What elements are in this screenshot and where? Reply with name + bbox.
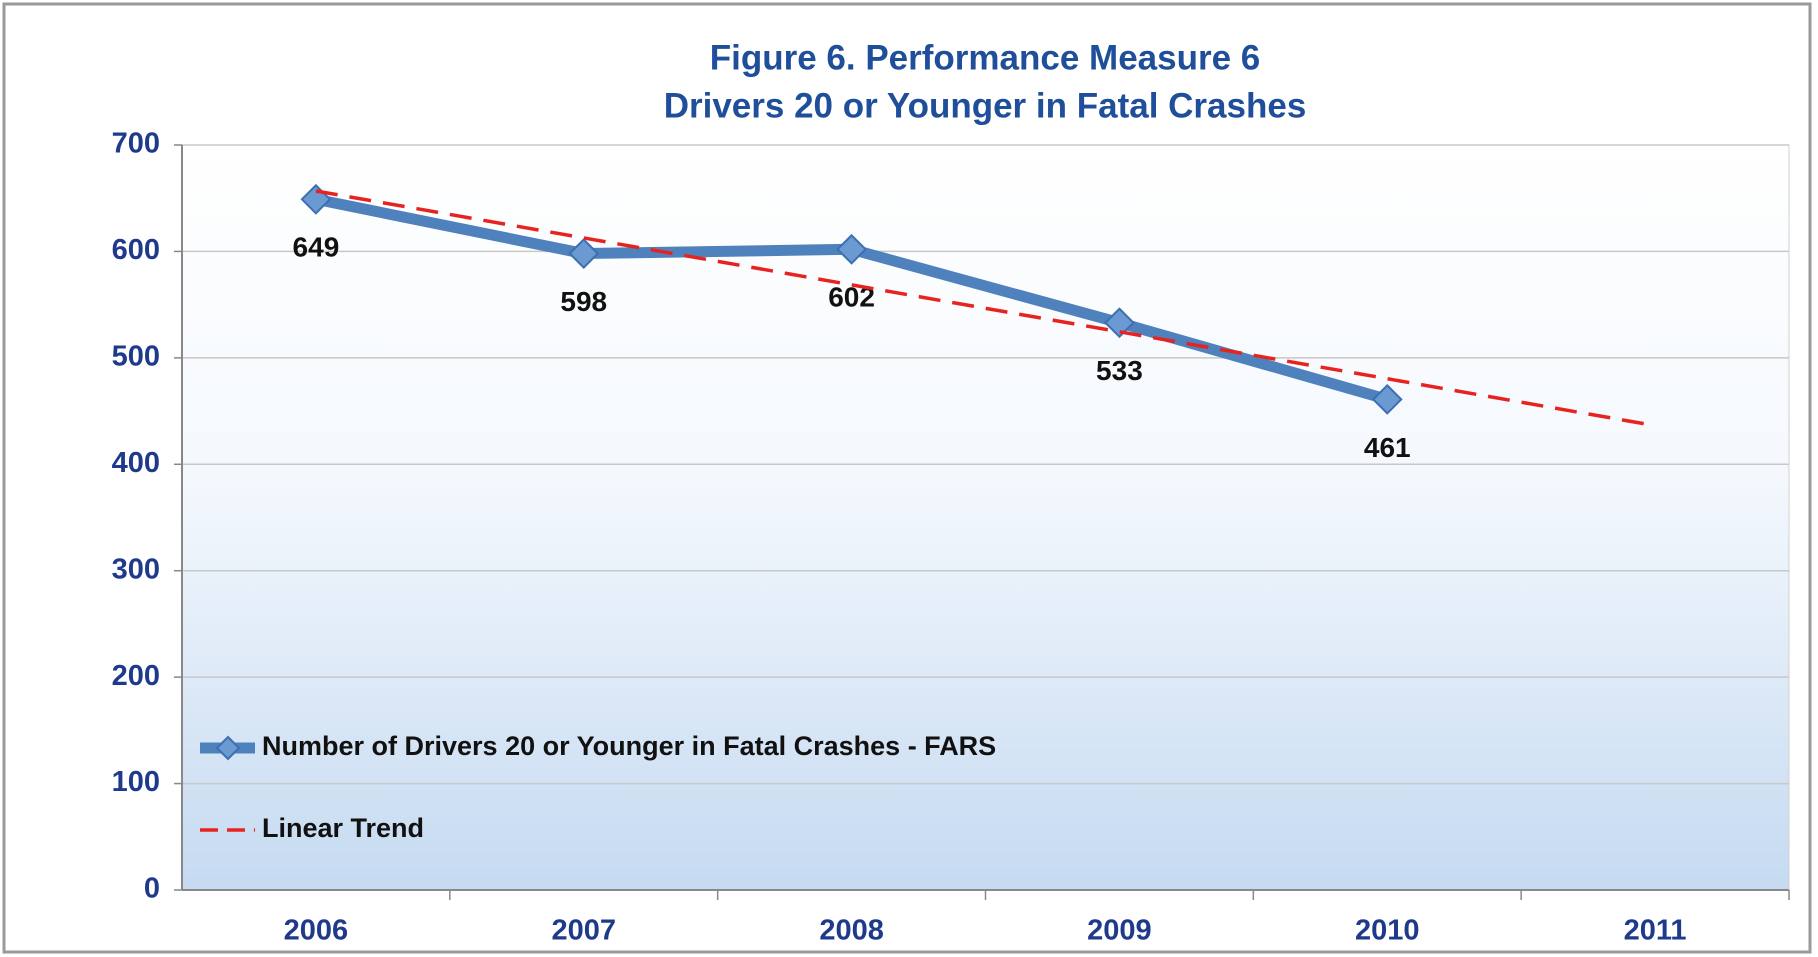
y-tick-label: 600 bbox=[112, 234, 160, 266]
data-point bbox=[568, 238, 600, 269]
y-tick-label: 700 bbox=[112, 128, 160, 160]
chart-title: Figure 6. Performance Measure 6 bbox=[710, 38, 1261, 77]
y-tick-label: 400 bbox=[112, 447, 160, 479]
x-tick-label: 2006 bbox=[284, 915, 349, 947]
data-label: 533 bbox=[1096, 355, 1143, 386]
x-tick-label: 2011 bbox=[1624, 915, 1687, 947]
y-tick-label: 100 bbox=[112, 766, 160, 798]
data-label: 649 bbox=[293, 232, 340, 263]
legend-label: Number of Drivers 20 or Younger in Fatal… bbox=[262, 731, 996, 761]
trend-line bbox=[315, 189, 1656, 428]
data-point bbox=[1371, 383, 1403, 415]
y-tick-label: 300 bbox=[112, 553, 160, 585]
x-tick-label: 2008 bbox=[819, 915, 884, 947]
data-point bbox=[1104, 307, 1135, 339]
data-point bbox=[836, 233, 867, 265]
legend-label: Linear Trend bbox=[262, 813, 424, 843]
data-label: 598 bbox=[560, 286, 607, 317]
legend-marker bbox=[215, 735, 241, 761]
x-tick-label: 2007 bbox=[551, 915, 616, 947]
x-tick-label: 2009 bbox=[1087, 915, 1152, 947]
chart-subtitle: Drivers 20 or Younger in Fatal Crashes bbox=[664, 86, 1307, 125]
plot-area bbox=[181, 144, 1790, 891]
data-label: 461 bbox=[1364, 432, 1411, 463]
x-tick-label: 2010 bbox=[1355, 915, 1420, 947]
y-tick-label: 0 bbox=[144, 873, 160, 905]
y-tick-label: 200 bbox=[112, 660, 160, 692]
y-tick-label: 500 bbox=[112, 341, 160, 373]
